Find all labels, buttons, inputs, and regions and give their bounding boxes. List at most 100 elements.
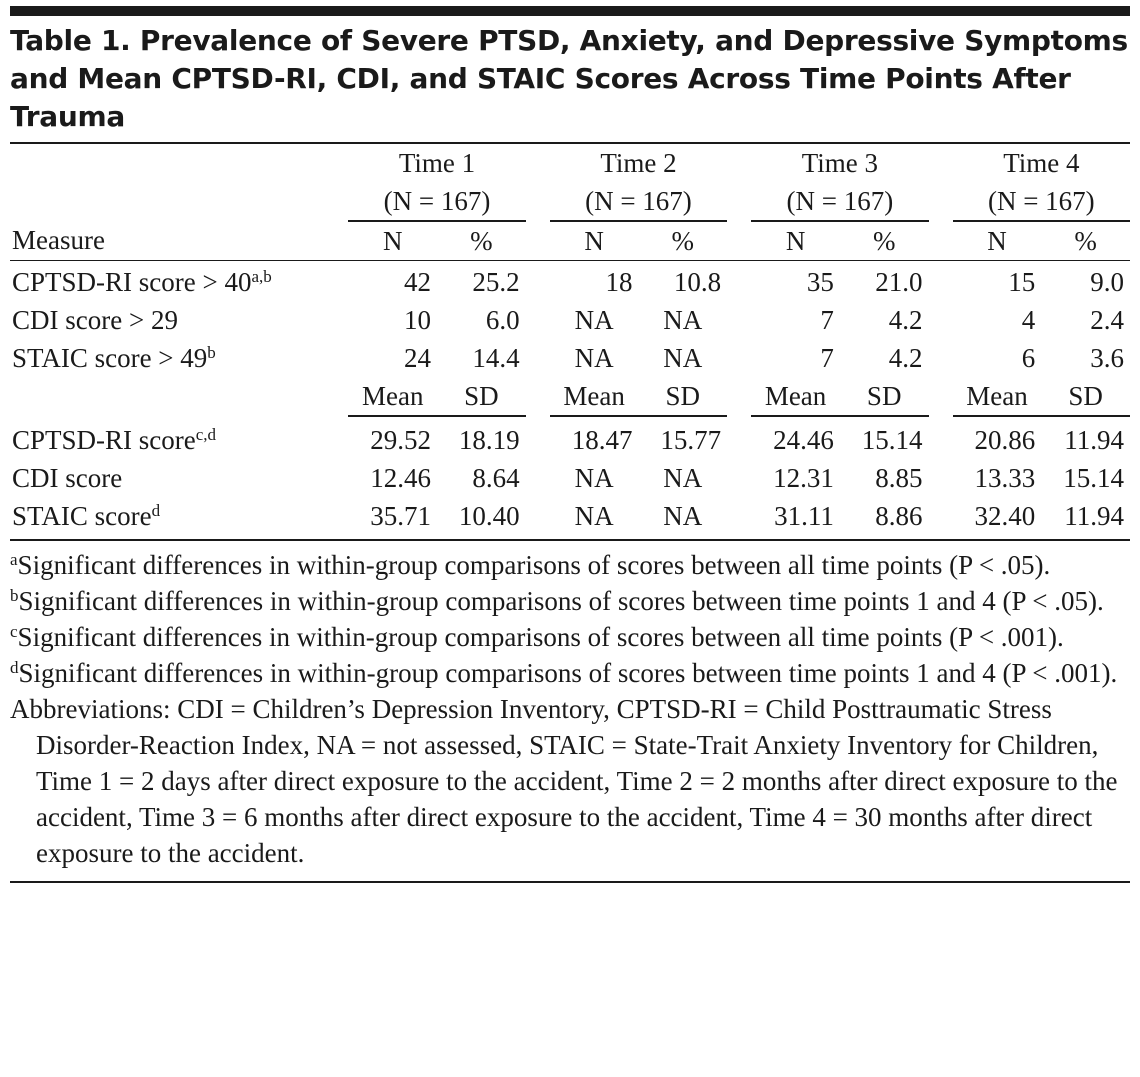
column-header-mean: Mean bbox=[348, 377, 438, 417]
footnote-mark: b bbox=[10, 585, 19, 605]
column-gap bbox=[526, 301, 550, 339]
table-cell: 8.86 bbox=[875, 500, 923, 531]
column-gap bbox=[526, 221, 550, 261]
footnote-marker: a,b bbox=[251, 266, 272, 286]
table-bottom-rule bbox=[10, 539, 1130, 541]
table-cell: 4.2 bbox=[888, 304, 923, 335]
table-cell: NA bbox=[574, 462, 614, 493]
column-header-percent: % bbox=[671, 225, 695, 256]
column-gap bbox=[929, 421, 953, 459]
table-cell: 18 bbox=[605, 266, 633, 297]
column-header-mean: Mean bbox=[952, 377, 1042, 417]
column-gap bbox=[727, 421, 751, 459]
column-header-n: N bbox=[584, 225, 604, 256]
table-cell: 35 bbox=[806, 266, 834, 297]
table-cell: 15 bbox=[1008, 266, 1036, 297]
column-gap bbox=[526, 339, 550, 377]
header-row-time: Time 1 Time 2 Time 3 Time 4 bbox=[10, 144, 1130, 182]
prevalence-row: STAIC score > 49b 24 14.4 NA NA 7 4.2 6 3.6 bbox=[10, 339, 1130, 377]
footnote: bSignificant differences in within-group… bbox=[10, 585, 1104, 616]
data-table: Time 1 Time 2 Time 3 Time 4 (N = 167) (N = 16… bbox=[10, 144, 1130, 535]
table-cell: 18.19 bbox=[458, 424, 520, 455]
footnote: cSignificant differences in within-group… bbox=[10, 621, 1064, 652]
table-cell: 20.86 bbox=[974, 424, 1036, 455]
table-cell: 7 bbox=[820, 342, 834, 373]
column-gap bbox=[526, 459, 550, 497]
footnote-mark: c bbox=[10, 621, 18, 641]
title-rule bbox=[10, 142, 1130, 144]
row-label: STAIC score > 49b bbox=[12, 342, 216, 373]
column-gap bbox=[727, 263, 751, 301]
time-sample-size: (N = 167) bbox=[549, 182, 728, 222]
measure-header: Measure bbox=[12, 225, 105, 255]
column-gap bbox=[526, 421, 550, 459]
column-header-percent: % bbox=[470, 225, 493, 256]
table-cell: 31.11 bbox=[774, 500, 834, 531]
column-gap bbox=[929, 144, 953, 182]
table-cell: 10.40 bbox=[458, 500, 520, 531]
table-cell: 35.71 bbox=[370, 500, 432, 531]
header-row-columns: Measure N% N% N% N% bbox=[10, 221, 1130, 261]
table-cell: 9.0 bbox=[1090, 266, 1124, 297]
column-gap bbox=[526, 263, 550, 301]
column-header-sd: SD bbox=[839, 377, 929, 417]
footnote-marker: b bbox=[207, 342, 216, 362]
column-gap bbox=[727, 459, 751, 497]
table-cell: 13.33 bbox=[974, 462, 1036, 493]
table-cell: 6 bbox=[1021, 342, 1036, 373]
table-cell: 15.77 bbox=[660, 424, 722, 455]
column-header-n: N bbox=[382, 225, 403, 256]
header-rule bbox=[10, 260, 1130, 263]
table-cell: 8.64 bbox=[472, 462, 520, 493]
table-cell: NA bbox=[574, 342, 614, 373]
table-cell: 15.14 bbox=[861, 424, 923, 455]
prevalence-row: CPTSD-RI score > 40a,b 42 25.2 18 10.8 35 21.0… bbox=[10, 263, 1130, 301]
time-sample-size: (N = 167) bbox=[952, 182, 1130, 222]
table-cell: 14.4 bbox=[472, 342, 520, 373]
bottom-rule bbox=[10, 880, 1130, 883]
table-cell: 11.94 bbox=[1064, 424, 1124, 455]
header-row-mean-sd: Mean SD Mean SD Mean SD Mean SD bbox=[10, 377, 1130, 417]
table-title: Table 1. Prevalence of Severe PTSD, Anxi… bbox=[10, 24, 1128, 133]
column-header-sd: SD bbox=[638, 377, 728, 417]
table-cell: 12.31 bbox=[773, 462, 834, 493]
table-cell: 32.40 bbox=[974, 500, 1036, 531]
row-label: STAIC scored bbox=[12, 500, 161, 531]
column-header-mean: Mean bbox=[549, 377, 639, 417]
column-gap bbox=[727, 144, 751, 182]
header-blank bbox=[10, 182, 348, 221]
header-row-n: (N = 167) (N = 167) (N = 167) (N = 167) bbox=[10, 182, 1130, 222]
column-gap bbox=[727, 182, 751, 221]
table-cell: 10 bbox=[404, 304, 432, 335]
mean-row: CDI score 12.46 8.64 NA NA 12.31 8.85 13.33 15.1… bbox=[10, 459, 1130, 497]
table-cell: NA bbox=[574, 500, 614, 531]
table-cell: 12.46 bbox=[370, 462, 432, 493]
footnote-marker: d bbox=[151, 500, 161, 520]
row-label: CPTSD-RI score > 40a,b bbox=[12, 266, 272, 297]
table-cell: NA bbox=[574, 304, 614, 335]
column-gap bbox=[526, 377, 550, 416]
table-cell: 4 bbox=[1021, 304, 1036, 335]
table-cell: 6.0 bbox=[485, 304, 520, 335]
header-blank bbox=[10, 377, 348, 416]
time-sample-size: (N = 167) bbox=[751, 182, 929, 222]
time-label: Time 3 bbox=[801, 147, 879, 178]
table-cell: 11.94 bbox=[1064, 500, 1124, 531]
footnote-mark: d bbox=[10, 657, 19, 677]
table-cell: NA bbox=[663, 462, 703, 493]
abbreviations-note: Abbreviations: CDI = Children’s Depressi… bbox=[10, 693, 1118, 868]
column-gap bbox=[929, 339, 953, 377]
table-cell: 25.2 bbox=[472, 266, 520, 297]
column-header-mean: Mean bbox=[751, 377, 840, 417]
footnotes: aSignificant differences in within-group… bbox=[10, 547, 1130, 871]
column-header-percent: % bbox=[872, 225, 896, 256]
footnote: aSignificant differences in within-group… bbox=[10, 549, 1051, 580]
table-cell: 3.6 bbox=[1090, 342, 1124, 373]
table-cell: 7 bbox=[820, 304, 834, 335]
footnote-marker: c,d bbox=[195, 424, 217, 444]
column-header-percent: % bbox=[1074, 225, 1097, 256]
column-gap bbox=[727, 339, 751, 377]
table-cell: 24.46 bbox=[773, 424, 834, 455]
column-gap bbox=[727, 377, 751, 416]
column-gap bbox=[727, 497, 751, 535]
